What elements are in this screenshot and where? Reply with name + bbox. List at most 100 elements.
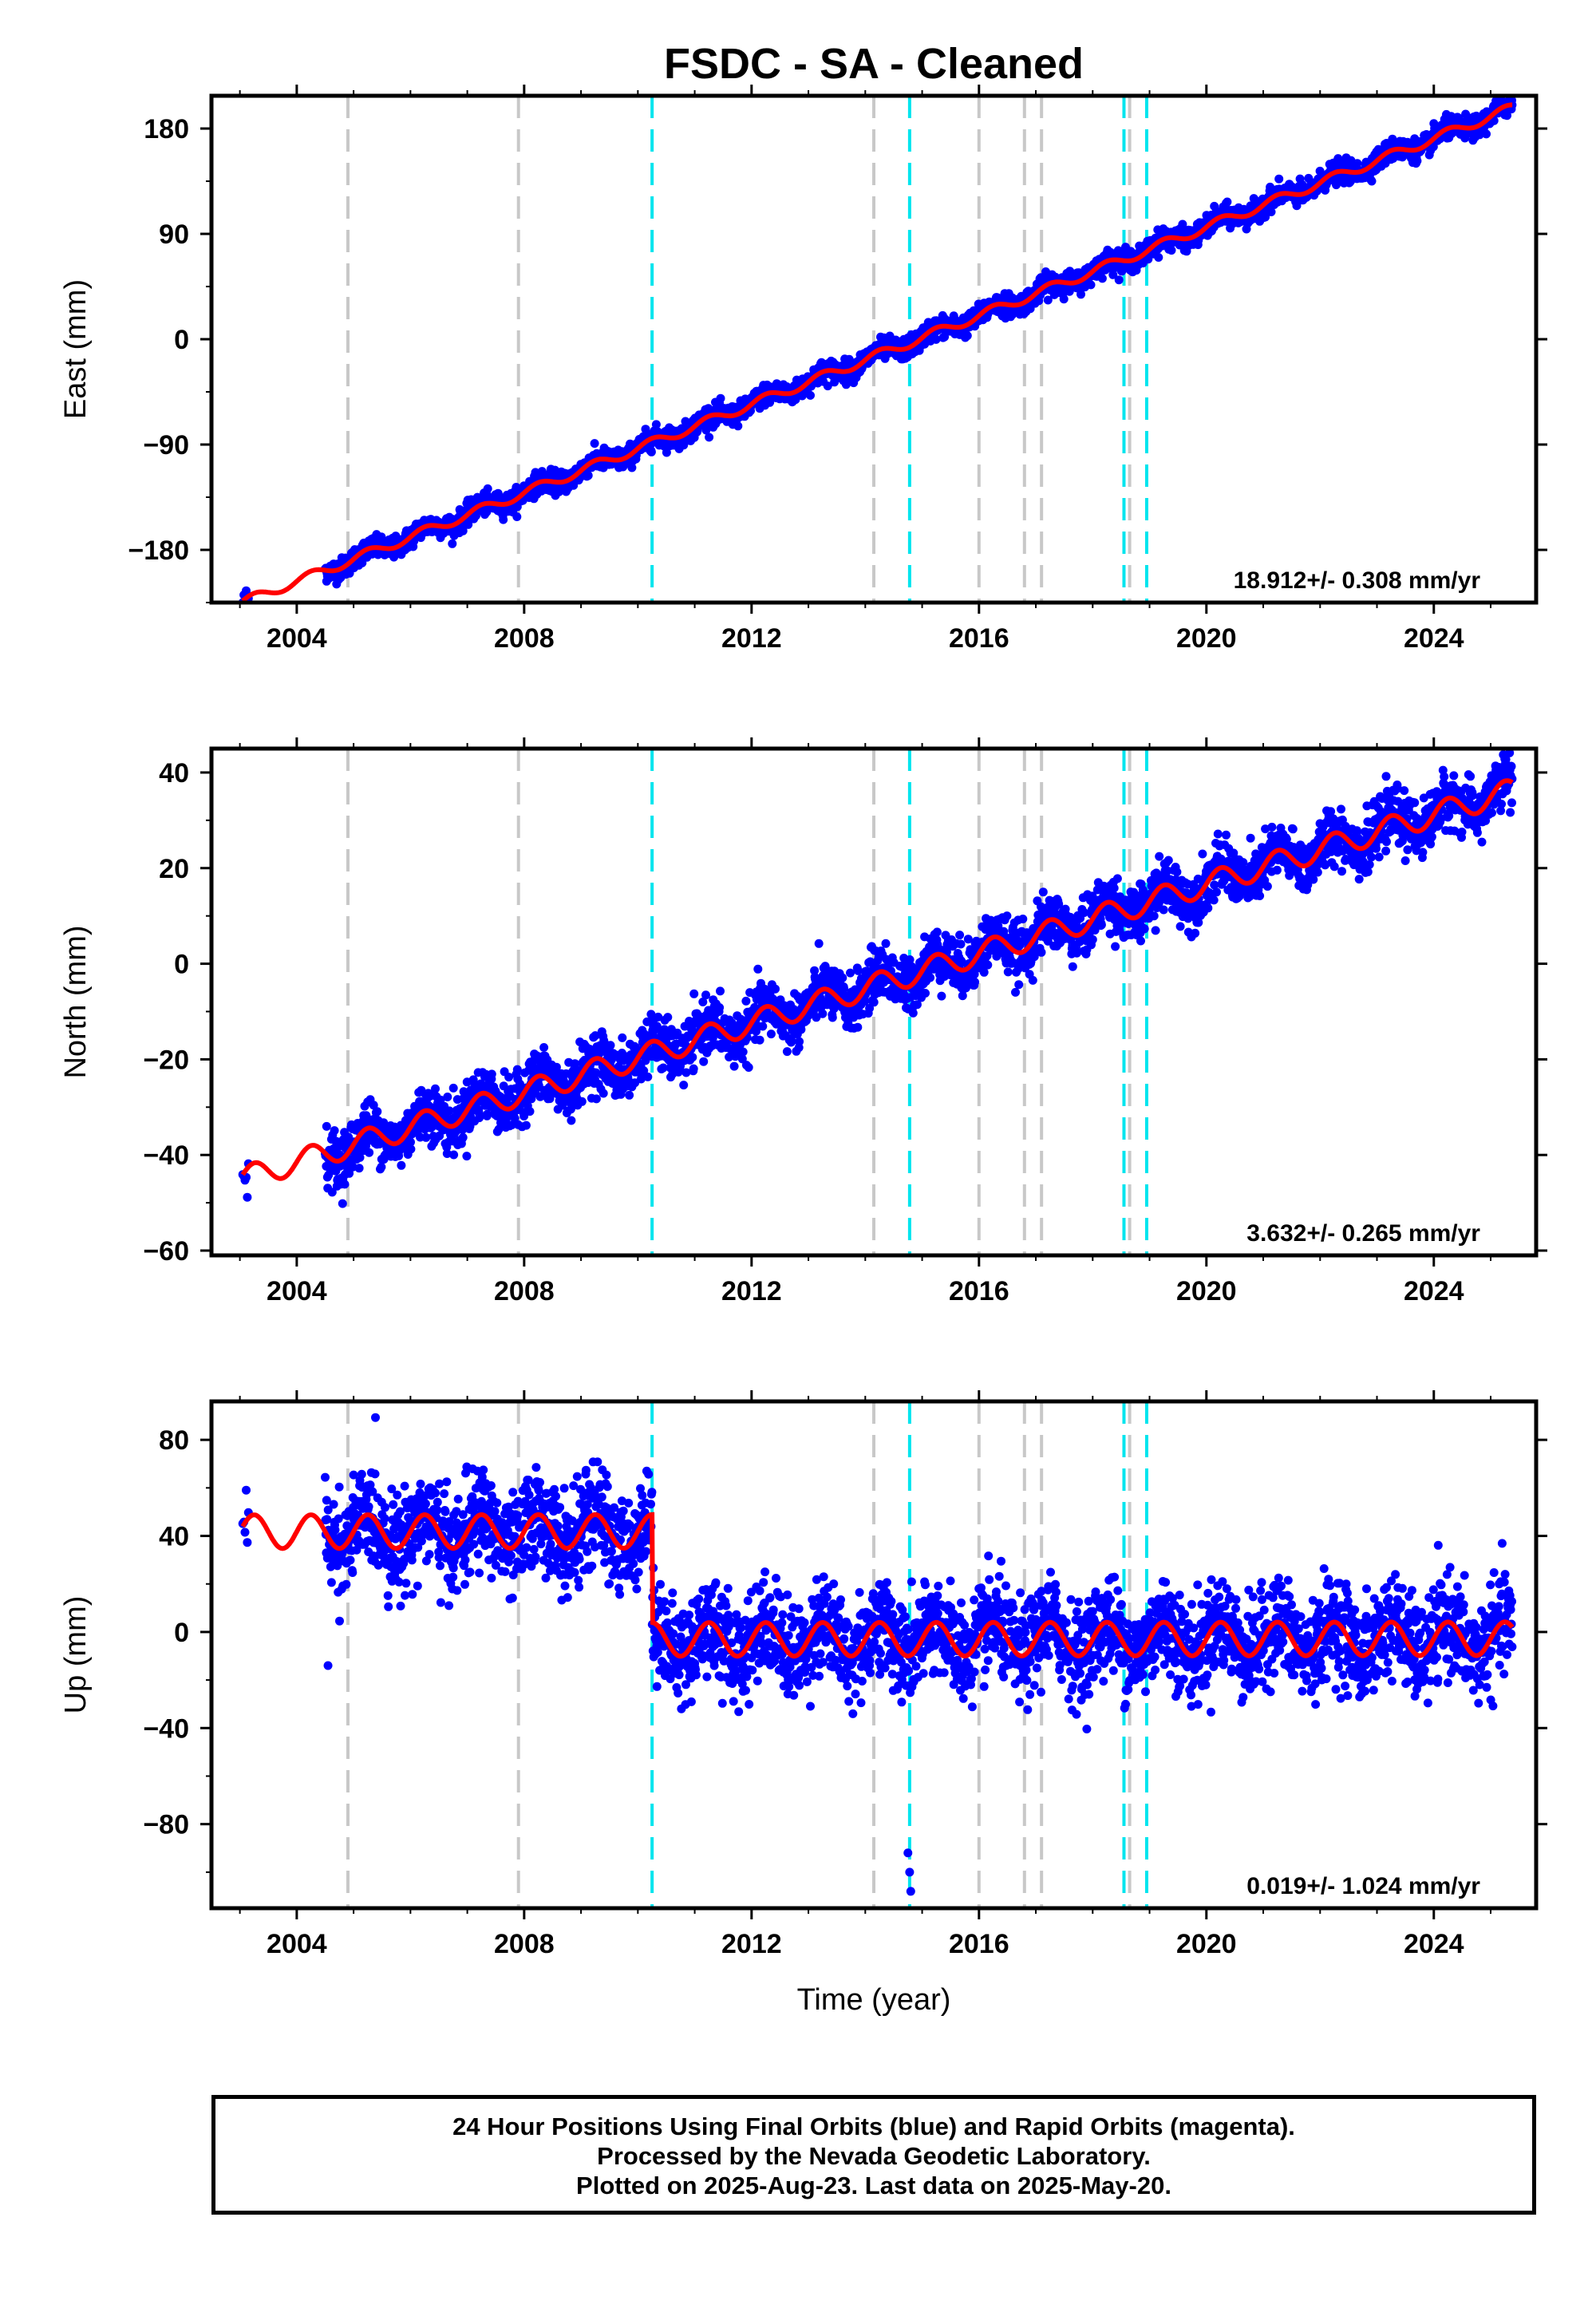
data-point <box>733 421 743 431</box>
data-point <box>689 1064 698 1073</box>
x-tick-label: 2012 <box>721 623 782 654</box>
data-point <box>625 1090 634 1100</box>
data-point <box>814 939 824 948</box>
data-point <box>806 390 815 400</box>
data-point <box>397 1160 406 1170</box>
data-point <box>823 381 832 391</box>
data-point <box>1086 280 1096 290</box>
data-point <box>771 984 780 994</box>
data-point <box>729 1061 739 1071</box>
data-point <box>539 1043 549 1052</box>
data-point <box>365 1148 374 1157</box>
data-point <box>377 1162 386 1172</box>
data-point <box>525 1107 535 1117</box>
data-point <box>662 448 671 457</box>
data-point <box>322 1121 331 1131</box>
x-tick-label: 2016 <box>949 623 1009 654</box>
data-point <box>598 1089 608 1098</box>
data-points <box>238 749 1517 1208</box>
data-point <box>448 1083 458 1093</box>
data-point <box>828 1013 837 1022</box>
data-point <box>688 1053 697 1062</box>
data-point <box>715 1003 725 1012</box>
data-point <box>577 1097 587 1106</box>
data-point <box>869 998 879 1007</box>
data-point <box>705 433 714 442</box>
data-point <box>1154 253 1163 262</box>
data-point <box>1114 275 1124 285</box>
data-point <box>795 1037 804 1046</box>
data-point <box>483 1109 492 1119</box>
data-point <box>483 484 492 493</box>
data-point <box>458 1132 468 1142</box>
data-point <box>1274 174 1284 184</box>
data-point <box>716 986 725 996</box>
data-point <box>373 1107 382 1117</box>
data-point <box>643 1072 653 1081</box>
data-point <box>962 331 972 341</box>
data-point <box>431 1084 440 1093</box>
data-point <box>908 1008 918 1018</box>
data-point <box>663 1013 673 1022</box>
y-tick-label: −180 <box>128 536 189 566</box>
y-tick-label: 0 <box>174 325 189 355</box>
data-point <box>590 439 599 449</box>
data-point <box>1043 295 1053 305</box>
y-tick-label: 180 <box>144 114 189 144</box>
data-point <box>462 1152 472 1161</box>
data-point <box>338 1199 347 1208</box>
rate-label: 18.912+/- 0.308 mm/yr <box>1234 567 1481 594</box>
data-point <box>448 539 457 548</box>
data-point <box>354 1164 364 1173</box>
data-point <box>716 393 725 403</box>
data-point <box>1367 176 1377 186</box>
data-point <box>1059 294 1069 304</box>
data-point <box>926 973 935 982</box>
data-point <box>591 1094 601 1104</box>
data-point <box>679 1081 689 1090</box>
data-point <box>753 964 763 974</box>
data-point <box>1077 290 1085 299</box>
data-point <box>818 1009 828 1018</box>
data-point <box>766 1030 776 1039</box>
data-point <box>464 520 473 529</box>
data-point <box>627 463 637 472</box>
data-point <box>689 989 699 998</box>
y-axis-label: East (mm) <box>59 279 93 419</box>
x-tick-label: 2004 <box>267 623 327 654</box>
data-point <box>1223 197 1232 207</box>
data-point <box>1097 274 1107 283</box>
data-point <box>618 1033 627 1042</box>
y-tick-label: −90 <box>143 430 189 460</box>
x-tick-label: 2020 <box>1176 623 1237 654</box>
model-curve <box>241 102 1513 603</box>
data-point <box>512 512 522 521</box>
data-point <box>487 1069 496 1079</box>
data-point <box>521 1120 531 1130</box>
data-point <box>555 487 564 496</box>
data-point <box>699 1057 709 1066</box>
y-tick-label: 90 <box>159 219 189 250</box>
data-point <box>330 1126 339 1136</box>
figure-title: FSDC - SA - Cleaned <box>664 40 1084 88</box>
data-point <box>243 1192 252 1202</box>
data-point <box>782 1047 792 1057</box>
data-point <box>583 471 593 480</box>
data-point <box>741 996 751 1006</box>
data-point <box>499 515 508 524</box>
data-point <box>921 989 930 998</box>
data-point <box>853 1022 863 1032</box>
data-point <box>606 1041 615 1050</box>
data-point <box>1167 246 1176 255</box>
data-point <box>651 420 661 429</box>
data-point <box>744 1063 753 1072</box>
data-point <box>755 1035 764 1045</box>
data-point <box>1412 156 1422 166</box>
data-point <box>443 1093 452 1101</box>
data-point <box>796 1025 806 1034</box>
x-tick-label: 2008 <box>494 623 555 654</box>
data-point <box>881 939 891 948</box>
